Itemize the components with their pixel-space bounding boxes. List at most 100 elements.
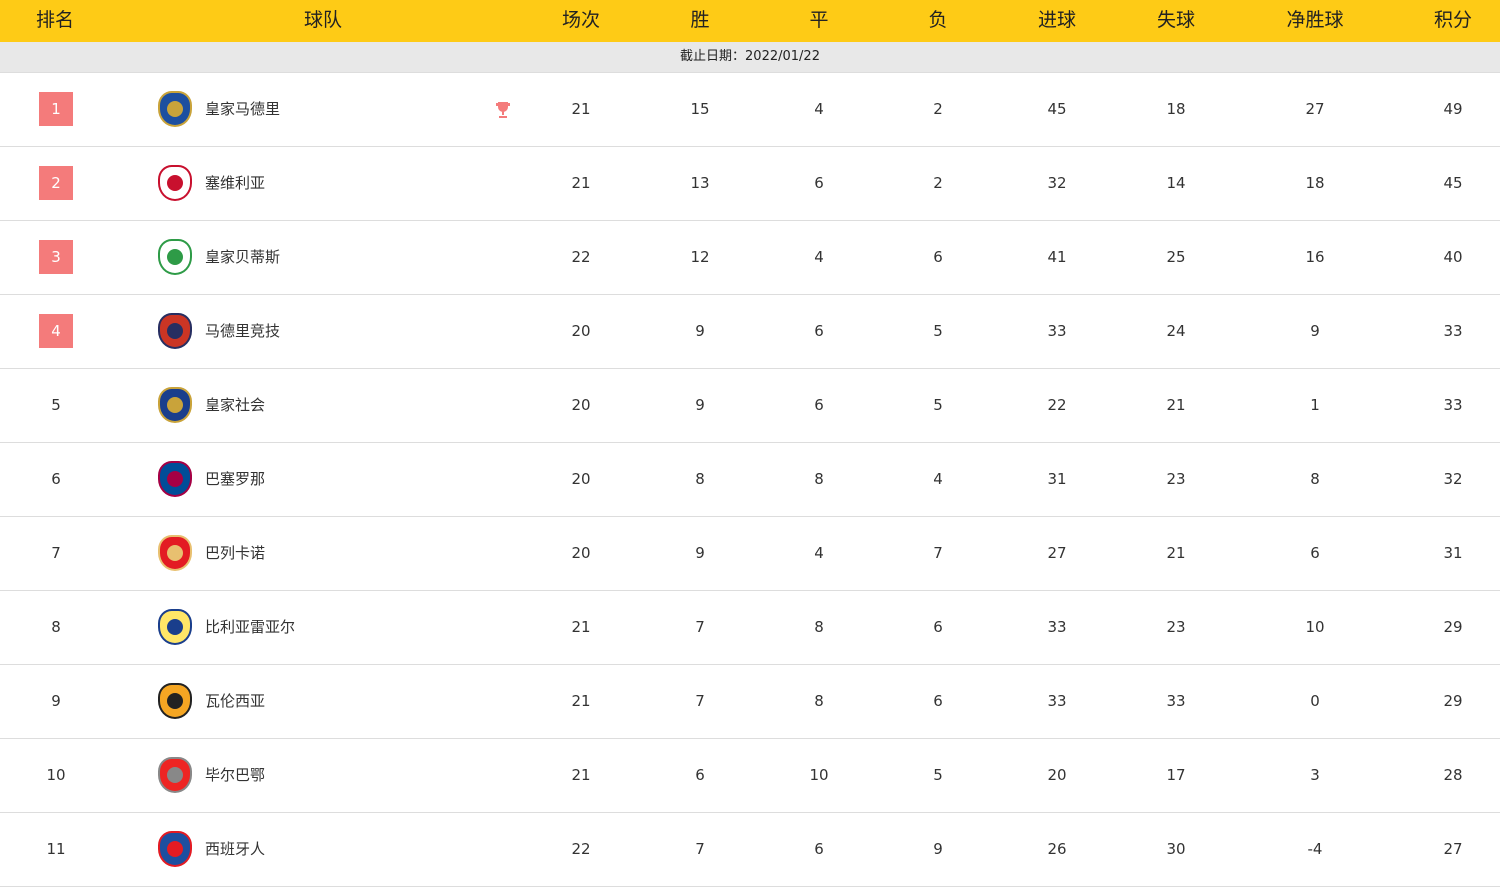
team-logo-icon — [158, 387, 192, 423]
table-row[interactable]: 7 巴列卡诺 20 9 4 7 27 21 6 31 — [0, 517, 1500, 591]
table-row[interactable]: 3 皇家贝蒂斯 22 12 4 6 41 25 16 40 — [0, 221, 1500, 295]
stat-d: 8 — [814, 618, 824, 636]
stat-d: 4 — [814, 100, 824, 118]
team-name[interactable]: 皇家社会 — [205, 396, 266, 414]
table-row[interactable]: 1 皇家马德里 21 15 4 2 45 18 27 49 — [0, 73, 1500, 147]
team-name[interactable]: 马德里竞技 — [205, 322, 281, 340]
column-header: 进球 — [1037, 9, 1077, 31]
table-row[interactable]: 9 瓦伦西亚 21 7 8 6 33 33 0 29 — [0, 665, 1500, 739]
stat-ga: 24 — [1166, 322, 1186, 340]
rank-badge: 8 — [51, 618, 61, 636]
column-header: 失球 — [1156, 9, 1196, 31]
team-name[interactable]: 毕尔巴鄂 — [205, 766, 266, 784]
stat-pts: 29 — [1443, 692, 1463, 710]
cutoff-date: 截止日期：2022/01/22 — [0, 42, 1500, 73]
table-row[interactable]: 6 巴塞罗那 20 8 8 4 31 23 8 32 — [0, 443, 1500, 517]
stat-ga: 30 — [1166, 840, 1186, 858]
stat-pts: 28 — [1443, 766, 1463, 784]
table-row[interactable]: 2 塞维利亚 21 13 6 2 32 14 18 45 — [0, 147, 1500, 221]
table-row[interactable]: 11 西班牙人 22 7 6 9 26 30 -4 27 — [0, 813, 1500, 887]
stat-w: 13 — [690, 174, 710, 192]
stat-played: 21 — [571, 618, 591, 636]
stat-gf: 31 — [1047, 470, 1067, 488]
rank-badge: 10 — [46, 766, 66, 784]
stat-d: 4 — [814, 248, 824, 266]
stat-pts: 31 — [1443, 544, 1463, 562]
stat-pts: 32 — [1443, 470, 1463, 488]
column-header: 平 — [809, 9, 829, 31]
team-name[interactable]: 西班牙人 — [205, 840, 266, 858]
stat-gd: -4 — [1307, 840, 1323, 858]
stat-l: 5 — [933, 322, 943, 340]
stat-ga: 21 — [1166, 544, 1186, 562]
stat-gd: 9 — [1310, 322, 1320, 340]
stat-played: 20 — [571, 396, 591, 414]
stat-gf: 33 — [1047, 322, 1067, 340]
stat-gf: 22 — [1047, 396, 1067, 414]
rank-badge: 4 — [39, 314, 73, 348]
stat-l: 5 — [933, 396, 943, 414]
column-header: 胜 — [690, 9, 710, 31]
stat-l: 6 — [933, 618, 943, 636]
team-logo-icon — [158, 165, 192, 201]
team-logo-icon — [158, 609, 192, 645]
stat-w: 7 — [695, 840, 705, 858]
stat-w: 6 — [695, 766, 705, 784]
stat-ga: 21 — [1166, 396, 1186, 414]
stat-l: 5 — [933, 766, 943, 784]
stat-gf: 27 — [1047, 544, 1067, 562]
rank-badge: 3 — [39, 240, 73, 274]
stat-ga: 25 — [1166, 248, 1186, 266]
table-row[interactable]: 5 皇家社会 20 9 6 5 22 21 1 33 — [0, 369, 1500, 443]
stat-gf: 33 — [1047, 618, 1067, 636]
stat-played: 22 — [571, 248, 591, 266]
team-name[interactable]: 瓦伦西亚 — [205, 692, 266, 710]
column-header: 积分 — [1433, 9, 1473, 31]
stat-l: 6 — [933, 692, 943, 710]
stat-w: 7 — [695, 618, 705, 636]
stat-ga: 23 — [1166, 618, 1186, 636]
table-row[interactable]: 4 马德里竞技 20 9 6 5 33 24 9 33 — [0, 295, 1500, 369]
stat-played: 21 — [571, 692, 591, 710]
table-row[interactable]: 10 毕尔巴鄂 21 6 10 5 20 17 3 28 — [0, 739, 1500, 813]
team-name[interactable]: 皇家贝蒂斯 — [205, 248, 281, 266]
stat-ga: 18 — [1166, 100, 1186, 118]
team-name[interactable]: 巴列卡诺 — [205, 544, 266, 562]
stat-pts: 40 — [1443, 248, 1463, 266]
stat-gf: 41 — [1047, 248, 1067, 266]
stat-l: 7 — [933, 544, 943, 562]
stat-gf: 32 — [1047, 174, 1067, 192]
team-logo-icon — [158, 461, 192, 497]
stat-gd: 16 — [1305, 248, 1325, 266]
stat-ga: 33 — [1166, 692, 1186, 710]
stat-w: 9 — [695, 544, 705, 562]
stat-ga: 14 — [1166, 174, 1186, 192]
stat-w: 8 — [695, 470, 705, 488]
rank-badge: 9 — [51, 692, 61, 710]
stat-d: 8 — [814, 470, 824, 488]
standings-table: 1 皇家马德里 21 15 4 2 45 18 27 49 2 塞维利亚 21 13 6 2 32 14 18 45 3… — [0, 73, 1500, 887]
table-header: 排名 球队 场次 胜 平 负 进球 失球 净胜球 积分 — [0, 0, 1500, 42]
stat-played: 21 — [571, 766, 591, 784]
team-name[interactable]: 塞维利亚 — [205, 174, 266, 192]
team-logo-icon — [158, 535, 192, 571]
stat-d: 10 — [809, 766, 829, 784]
team-name[interactable]: 皇家马德里 — [205, 100, 281, 118]
rank-badge: 2 — [39, 166, 73, 200]
stat-d: 6 — [814, 840, 824, 858]
stat-w: 7 — [695, 692, 705, 710]
team-name[interactable]: 比利亚雷亚尔 — [205, 618, 296, 636]
team-logo-icon — [158, 91, 192, 127]
team-name[interactable]: 巴塞罗那 — [205, 470, 266, 488]
column-header: 负 — [928, 9, 948, 31]
stat-l: 6 — [933, 248, 943, 266]
stat-pts: 45 — [1443, 174, 1463, 192]
stat-gd: 3 — [1310, 766, 1320, 784]
table-row[interactable]: 8 比利亚雷亚尔 21 7 8 6 33 23 10 29 — [0, 591, 1500, 665]
stat-gf: 45 — [1047, 100, 1067, 118]
stat-w: 12 — [690, 248, 710, 266]
rank-badge: 1 — [39, 92, 73, 126]
column-header: 排名 — [35, 9, 75, 31]
stat-gd: 10 — [1305, 618, 1325, 636]
stat-d: 6 — [814, 396, 824, 414]
